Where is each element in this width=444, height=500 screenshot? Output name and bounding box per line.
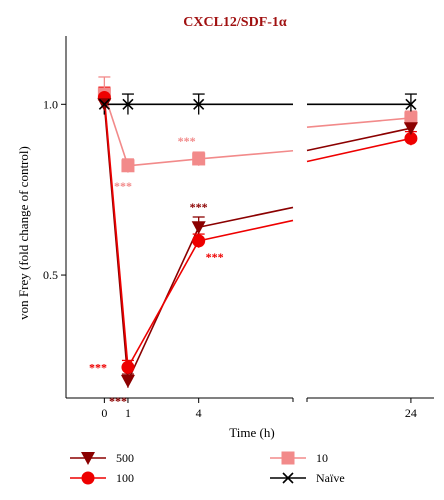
x-axis-label: Time (h) — [229, 425, 274, 440]
series-line-segment — [306, 127, 412, 152]
legend-label: Naïve — [316, 471, 345, 485]
legend-marker — [282, 472, 294, 484]
data-point — [405, 98, 417, 110]
significance-label: *** — [114, 179, 132, 193]
data-point — [192, 234, 206, 248]
series-line-segment — [127, 158, 199, 167]
data-point — [404, 111, 418, 125]
series-lines — [103, 93, 412, 382]
series-markers — [97, 87, 418, 388]
legend-label: 500 — [116, 451, 134, 465]
legend: 500 100 10 Naïve — [70, 451, 345, 485]
y-tick-label: 0.5 — [43, 268, 58, 282]
chart-title: CXCL12/SDF-1α — [183, 15, 287, 30]
data-point — [121, 159, 135, 173]
series-line-segment — [198, 149, 294, 160]
data-point — [403, 122, 418, 136]
data-point — [191, 221, 206, 235]
x-tick-label: 4 — [196, 406, 202, 420]
significance-labels: *** *** *** *** *** *** — [89, 134, 224, 408]
legend-marker — [81, 471, 95, 485]
data-point — [121, 360, 135, 374]
series-line-segment — [306, 117, 411, 128]
series-line-segment — [198, 219, 294, 242]
series-line-segment — [198, 206, 294, 229]
x-tick-label: 24 — [405, 406, 417, 420]
series-line-segment — [103, 97, 129, 368]
legend-label: 10 — [316, 451, 328, 465]
y-tick-label: 1.0 — [43, 97, 58, 111]
legend-marker — [281, 451, 295, 465]
y-axis-label: von Frey (fold change of control) — [16, 146, 31, 320]
significance-label: *** — [109, 394, 127, 408]
significance-label: *** — [89, 360, 107, 374]
significance-label: *** — [178, 134, 196, 148]
x-tick-label: 1 — [125, 406, 131, 420]
significance-label: *** — [206, 250, 224, 264]
series-line-segment — [306, 137, 412, 163]
data-point — [120, 374, 135, 388]
data-point — [404, 131, 418, 145]
legend-marker — [81, 452, 95, 465]
data-point — [122, 98, 134, 110]
significance-label: *** — [190, 200, 208, 214]
data-point — [193, 98, 205, 110]
data-point — [192, 152, 206, 166]
series-line-segment — [103, 93, 129, 167]
x-tick-label: 0 — [101, 406, 107, 420]
series-line-segment — [127, 240, 200, 368]
data-point — [98, 98, 110, 110]
axes: 0.5 1.0 0 1 4 24 — [43, 36, 434, 420]
legend-label: 100 — [116, 471, 134, 485]
